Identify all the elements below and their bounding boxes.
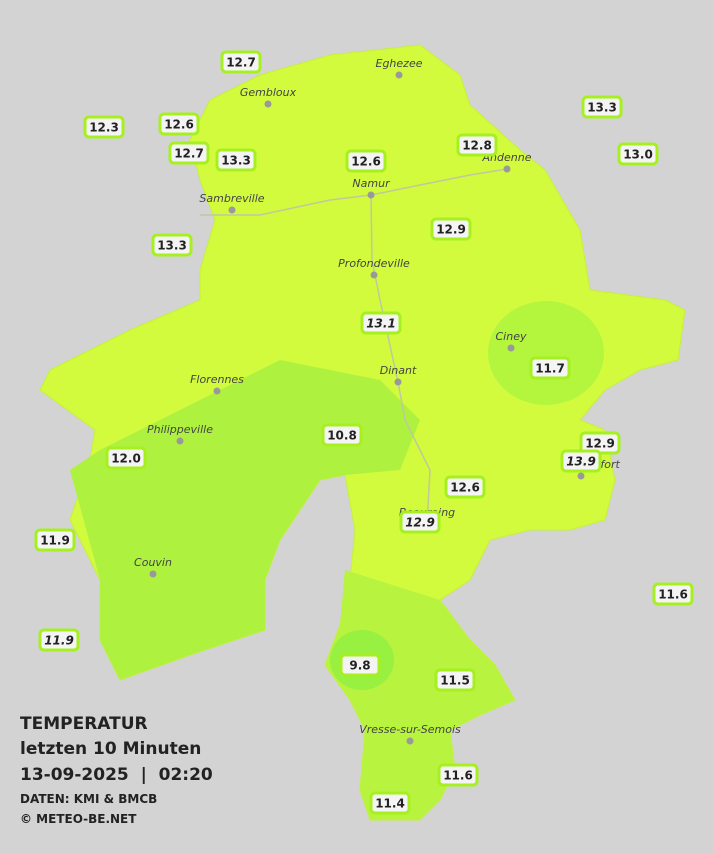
station-value: 11.4 [375,797,405,811]
city-dot [370,271,378,279]
station-box [34,528,76,552]
station-box [369,791,411,815]
station-value: 11.5 [440,674,470,688]
station-box [158,112,200,136]
city-dot [577,472,585,480]
station-value: 11.9 [44,634,74,648]
city-dot [406,737,414,745]
station-box [168,141,210,165]
station-value: 12.9 [436,223,466,237]
station-box [83,115,125,139]
subtitle: letzten 10 Minuten [20,739,201,759]
station-box [220,50,262,74]
city-dot [395,71,403,79]
station-value: 12.8 [462,139,492,153]
station-value: 9.8 [349,659,370,673]
station-box [617,142,659,166]
city-label: Gembloux [240,86,297,99]
city-dot [213,387,221,395]
station-value: 13.3 [587,101,617,115]
cool-zone [488,301,604,405]
copyright: © METEO-BE.NET [20,812,137,826]
city-label: Dinant [380,364,417,377]
city-dot [367,191,375,199]
station-box [456,133,498,157]
station-box [434,668,476,692]
station-box [105,446,147,470]
city-label: Namur [352,177,391,190]
datetime: 13-09-2025 | 02:20 [20,765,213,785]
station-box [360,311,402,335]
city-label: Couvin [134,556,172,569]
station-value: 12.6 [450,481,480,495]
source: DATEN: KMI & BMCB [20,792,157,806]
station-box [321,423,363,447]
city-dot [149,570,157,578]
station-box [529,356,571,380]
station-box [430,217,472,241]
city-label: Florennes [190,373,244,386]
station-box [151,233,193,257]
title: TEMPERATUR [20,714,148,734]
station-box [345,149,387,173]
station-box [215,148,257,172]
city-dot [176,437,184,445]
station-value: 10.8 [327,429,357,443]
city-dot [228,206,236,214]
city-label: Vresse-sur-Semois [359,723,461,736]
station-box [38,628,80,652]
station-value: 12.3 [89,121,119,135]
station-value: 13.1 [366,317,396,331]
station-value: 11.6 [658,588,688,602]
city-dot [264,100,272,108]
station-box [560,449,602,473]
city-dot [507,344,515,352]
station-box [437,763,479,787]
station-value: 11.6 [443,769,473,783]
station-value: 12.9 [585,437,615,451]
city-dot [503,165,511,173]
city-label: Ciney [496,330,527,343]
station-value: 11.9 [40,534,70,548]
station-value: 13.9 [566,455,596,469]
city-label: Profondeville [338,257,410,270]
station-box [339,653,381,677]
city-label: Eghezee [376,57,423,70]
city-label: Sambreville [199,192,264,205]
station-value: 13.3 [221,154,251,168]
station-value: 12.0 [111,452,141,466]
station-value: 11.7 [535,362,565,376]
station-value: 12.9 [405,516,435,530]
city-label: Philippeville [147,423,213,436]
station-box [652,582,694,606]
station-box [444,475,486,499]
station-value: 12.7 [226,56,256,70]
station-value: 12.6 [164,118,194,132]
station-value: 12.6 [351,155,381,169]
station-box [399,510,441,534]
station-value: 13.0 [623,148,653,162]
station-box [581,95,623,119]
city-dot [394,378,402,386]
station-value: 12.7 [174,147,204,161]
station-value: 13.3 [157,239,187,253]
